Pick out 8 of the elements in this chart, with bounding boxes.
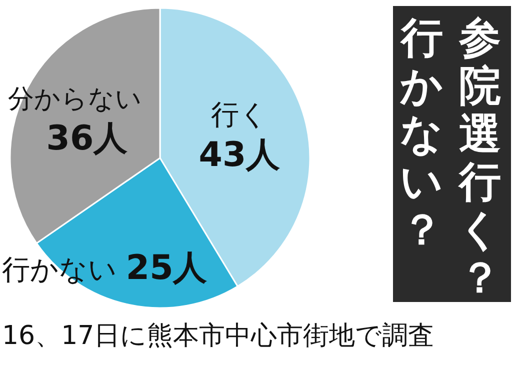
data-label: 36人 <box>46 118 129 159</box>
chart-title: 参院選行く？行かない？ <box>400 13 501 302</box>
slice-label: 行かない <box>2 253 126 286</box>
text: 16、17日に熊本市中心市街地で調査 <box>2 320 434 353</box>
slice-label: 分からない <box>8 84 142 115</box>
data-label: 43人 <box>198 134 282 175</box>
slice-label: 行く <box>210 98 268 131</box>
data-label: 25人 <box>126 248 208 288</box>
